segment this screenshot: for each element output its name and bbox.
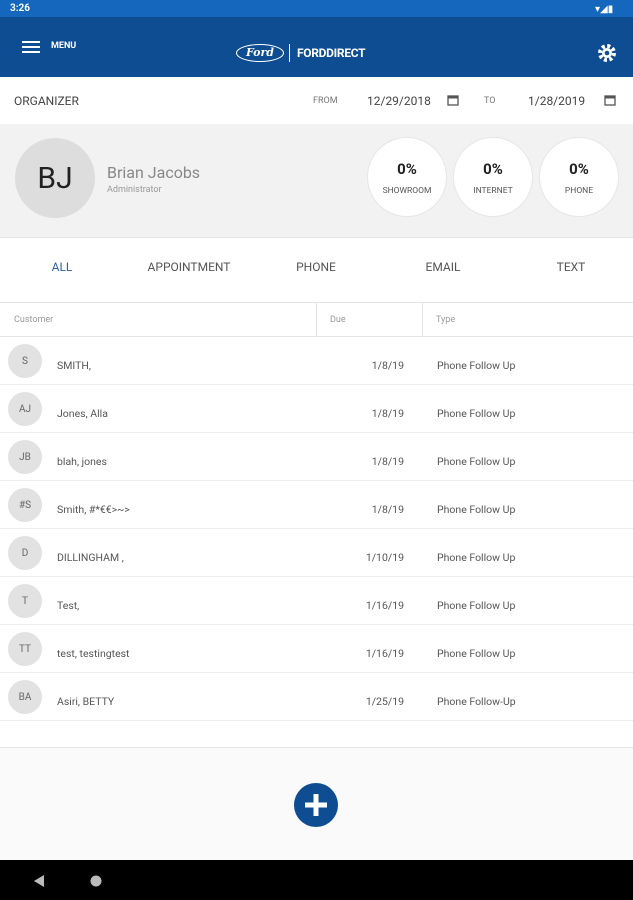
customer-avatar: JB	[8, 440, 42, 474]
stat-circle: 0% INTERNET	[453, 137, 533, 217]
profile-name: Brian Jacobs	[107, 163, 201, 182]
task-row[interactable]: #S Smith, #*€€>~> 1/8/19 Phone Follow Up	[0, 481, 633, 529]
column-divider	[422, 303, 423, 337]
task-type: Phone Follow Up	[437, 551, 516, 564]
task-type: Phone Follow Up	[437, 503, 516, 516]
profile-avatar: BJ	[15, 138, 95, 218]
due-date: 1/25/19	[365, 695, 404, 708]
ford-logo: Ford	[236, 44, 284, 62]
customer-name: test, testingtest	[57, 647, 130, 660]
customer-avatar: D	[8, 536, 42, 570]
task-list: S SMITH, 1/8/19 Phone Follow Up AJ Jones, All…	[0, 337, 633, 747]
nav-buttons	[34, 875, 102, 887]
task-row[interactable]: AJ Jones, Alla 1/8/19 Phone Follow Up	[0, 385, 633, 433]
customer-avatar: TT	[8, 632, 42, 666]
task-type: Phone Follow Up	[437, 407, 516, 420]
tab[interactable]: EMAIL	[425, 260, 461, 274]
calendar-icon	[447, 95, 459, 106]
task-type: Phone Follow Up	[437, 599, 516, 612]
settings-button[interactable]	[597, 43, 617, 63]
task-row[interactable]: D DILLINGHAM , 1/10/19 Phone Follow Up	[0, 529, 633, 577]
task-row[interactable]: S SMITH, 1/8/19 Phone Follow Up	[0, 337, 633, 385]
status-bar: 3:26 ▾◢▮	[0, 0, 633, 17]
profile-role: Administrator	[107, 185, 162, 195]
to-date[interactable]: 1/28/2019	[528, 94, 586, 108]
customer-name: blah, jones	[57, 455, 107, 468]
organizer-bar: ORGANIZER FROM 12/29/2018 TO 1/28/2019	[0, 77, 633, 124]
due-date: 1/8/19	[371, 407, 404, 420]
column-header: Due	[330, 315, 346, 325]
menu-icon	[22, 41, 40, 53]
due-date: 1/8/19	[371, 503, 404, 516]
customer-avatar: BA	[8, 680, 42, 714]
due-date: 1/10/19	[365, 551, 404, 564]
calendar-icon	[604, 95, 616, 106]
customer-avatar: S	[8, 344, 42, 378]
tab[interactable]: TEXT	[556, 260, 586, 274]
time: 3:26	[10, 3, 31, 14]
status-icons: ▾◢▮	[595, 4, 614, 15]
add-button[interactable]	[294, 783, 338, 827]
forddirect-logo: FORDDIRECT	[297, 46, 366, 60]
tab-bar: ALL APPOINTMENT PHONE EMAIL TEXT	[0, 237, 633, 303]
task-type: Phone Follow Up	[437, 647, 516, 660]
task-type: Phone Follow Up	[437, 455, 516, 468]
table-header: Customer Due Type	[0, 303, 633, 337]
from-label: FROM	[313, 96, 338, 106]
customer-name: Jones, Alla	[57, 407, 108, 420]
divider	[289, 44, 290, 62]
stat-value: 0%	[483, 160, 503, 178]
customer-name: Asiri, BETTY	[57, 695, 115, 708]
stat-label: PHONE	[564, 186, 594, 196]
profile-area: BJ Brian Jacobs Administrator 0% SHOWROOM…	[0, 124, 633, 237]
column-header: Type	[436, 315, 456, 325]
stat-circle: 0% PHONE	[539, 137, 619, 217]
task-type: Phone Follow Up	[437, 359, 516, 372]
stat-value: 0%	[569, 160, 589, 178]
tab[interactable]: ALL	[51, 260, 73, 274]
customer-name: Test,	[57, 599, 80, 612]
due-date: 1/16/19	[365, 599, 404, 612]
due-date: 1/8/19	[371, 455, 404, 468]
stat-label: SHOWROOM	[382, 186, 432, 196]
task-row[interactable]: BA Asiri, BETTY 1/25/19 Phone Follow-Up	[0, 673, 633, 721]
nav-bar	[0, 860, 633, 900]
due-date: 1/8/19	[371, 359, 404, 372]
task-row[interactable]: TT test, testingtest 1/16/19 Phone Follow U…	[0, 625, 633, 673]
customer-avatar: T	[8, 584, 42, 618]
column-header: Customer	[14, 315, 54, 325]
stat-value: 0%	[397, 160, 417, 178]
task-row[interactable]: JB blah, jones 1/8/19 Phone Follow Up	[0, 433, 633, 481]
tab[interactable]: APPOINTMENT	[147, 260, 231, 274]
menu-label: MENU	[51, 41, 77, 51]
organizer-title: ORGANIZER	[14, 94, 79, 108]
customer-avatar: AJ	[8, 392, 42, 426]
customer-name: DILLINGHAM ,	[57, 551, 124, 564]
stat-circle: 0% SHOWROOM	[367, 137, 447, 217]
to-label: TO	[484, 96, 496, 106]
column-divider	[316, 303, 317, 337]
from-date[interactable]: 12/29/2018	[367, 94, 431, 108]
stat-label: INTERNET	[473, 186, 513, 196]
customer-name: Smith, #*€€>~>	[57, 503, 130, 516]
customer-avatar: #S	[8, 488, 42, 522]
bottom-area	[0, 747, 633, 860]
customer-name: SMITH,	[57, 359, 91, 372]
due-date: 1/16/19	[365, 647, 404, 660]
tab[interactable]: PHONE	[296, 260, 336, 274]
app-bar: MENU Ford FORDDIRECT	[0, 17, 633, 77]
menu-button[interactable]: MENU	[22, 39, 82, 55]
task-type: Phone Follow-Up	[437, 695, 516, 708]
task-row[interactable]: T Test, 1/16/19 Phone Follow Up	[0, 577, 633, 625]
